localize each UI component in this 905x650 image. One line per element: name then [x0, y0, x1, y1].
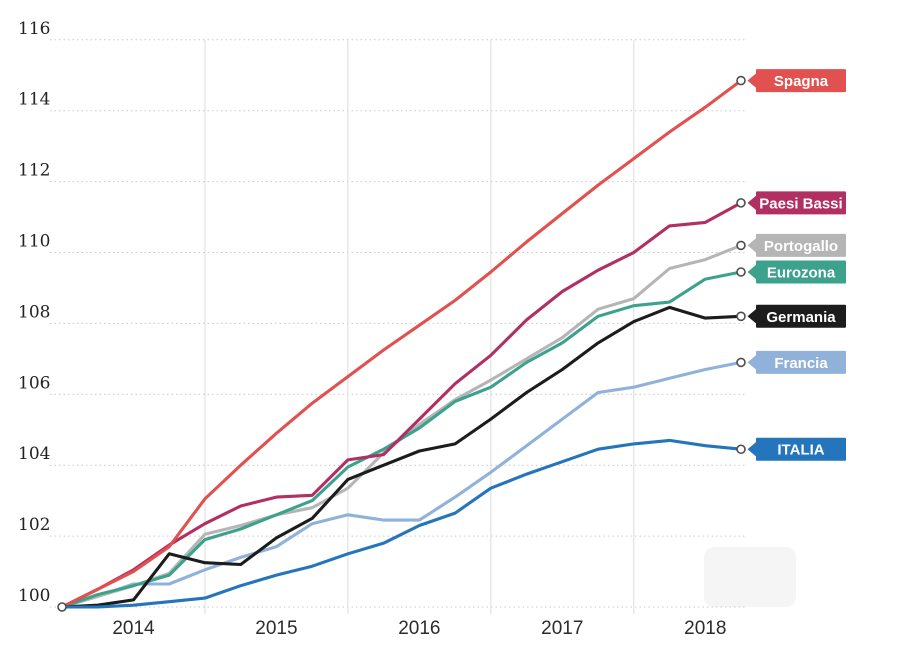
tag-box	[756, 191, 846, 215]
series-tag-germania: Germania	[747, 304, 846, 328]
tag-box	[756, 350, 846, 374]
tag-label: Portogallo	[764, 238, 838, 255]
y-tick-label-114: 114	[18, 90, 50, 110]
series-line-francia	[60, 360, 743, 609]
series-line-italia	[60, 438, 743, 609]
tag-notch-icon	[747, 194, 757, 211]
series-start-marker	[57, 602, 67, 612]
y-tick-label-102: 102	[18, 515, 50, 535]
tag-notch-icon	[747, 441, 757, 458]
tag-label: Germania	[766, 309, 836, 326]
tag-label: Francia	[774, 355, 828, 372]
series-line-spagna	[60, 79, 743, 609]
y-tick-label-106: 106	[18, 373, 50, 393]
series-tag-spagna: Spagna	[747, 69, 846, 93]
tag-box	[756, 437, 846, 461]
y-tick-label-108: 108	[18, 302, 50, 322]
x-tick-label-2018: 2018	[684, 618, 726, 639]
series-tag-paesi-bassi: Paesi Bassi	[747, 191, 846, 215]
series-line-eurozona	[60, 270, 743, 609]
tag-box	[756, 69, 846, 93]
tag-box	[756, 233, 846, 257]
end-marker-spagna	[736, 75, 746, 86]
series-tag-italia: ITALIA	[747, 437, 846, 461]
tag-notch-icon	[747, 263, 757, 280]
y-tick-label-110: 110	[18, 232, 50, 252]
x-tick-label-2017: 2017	[541, 618, 583, 639]
tag-box	[756, 304, 846, 328]
tag-notch-icon	[747, 237, 757, 254]
end-marker-germania	[736, 311, 746, 322]
y-tick-label-104: 104	[18, 444, 50, 464]
series-line-germania	[60, 305, 743, 609]
end-marker-portogallo	[736, 240, 746, 251]
tag-label: ITALIA	[777, 442, 824, 459]
end-marker-eurozona	[736, 267, 746, 277]
end-marker-francia	[736, 357, 746, 368]
x-tick-label-2015: 2015	[255, 618, 297, 639]
watermark	[704, 547, 796, 607]
series-line-portogallo	[60, 243, 743, 609]
tag-label: Spagna	[774, 73, 829, 90]
series-tag-eurozona: Eurozona	[747, 260, 846, 284]
series-tag-portogallo: Portogallo	[747, 233, 846, 257]
series-tag-francia: Francia	[747, 350, 846, 374]
y-tick-label-116: 116	[18, 19, 50, 39]
tag-notch-icon	[747, 308, 757, 325]
tag-label: Paesi Bassi	[759, 195, 842, 212]
x-tick-label-2014: 2014	[112, 618, 155, 639]
y-tick-label-112: 112	[18, 161, 50, 181]
tag-label: Eurozona	[767, 264, 836, 281]
tag-notch-icon	[747, 72, 757, 89]
end-marker-italia	[736, 444, 746, 455]
tag-notch-icon	[747, 354, 757, 371]
series-line-paesi-bassi	[60, 201, 743, 609]
y-tick-label-100: 100	[18, 586, 50, 606]
tag-box	[756, 260, 846, 284]
end-marker-paesi-bassi	[736, 198, 746, 208]
x-tick-label-2016: 2016	[398, 618, 440, 639]
